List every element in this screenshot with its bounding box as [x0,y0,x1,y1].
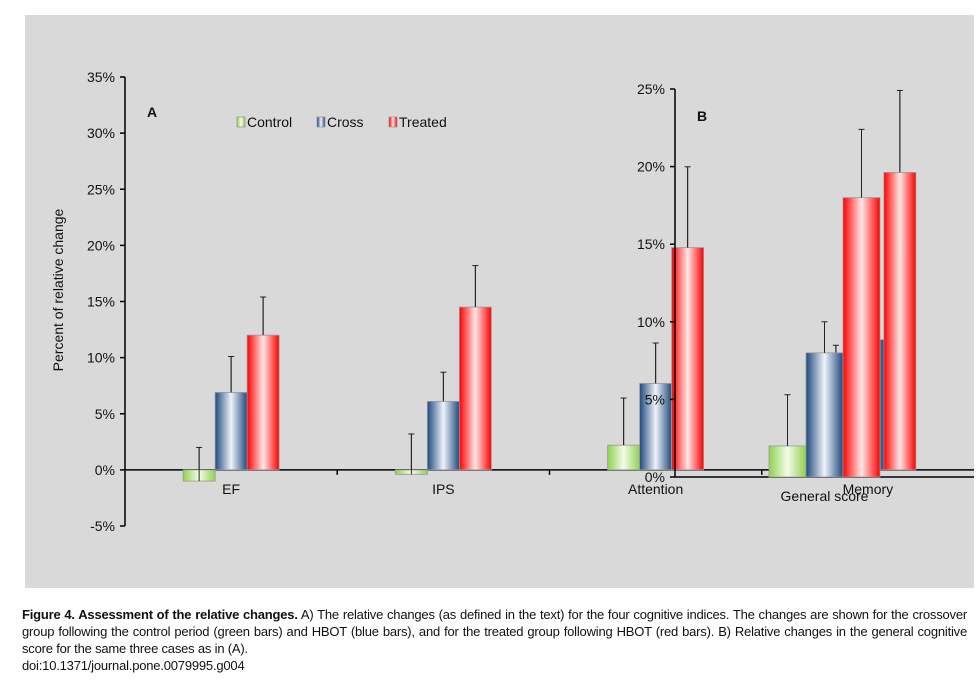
y-tick-label: 0% [645,469,665,485]
y-tick-label: 35% [87,69,115,85]
legend-swatch-treated [388,116,398,128]
figure-panel: -5% 0% 5% 10% 15% 20% 25% 30% 35% EF IPS Attention M… [25,15,974,588]
bar-treated-ef [246,334,280,471]
panel-label: B [697,108,707,124]
y-tick-label: 30% [87,125,115,141]
y-tick-label: 5% [95,406,115,422]
bar-cross-general-score [805,352,844,478]
bar-control-attention [607,444,641,471]
bar-treated-memory [883,172,917,471]
legend-label-control: Control [247,114,292,130]
legend-label-cross: Cross [327,114,364,130]
x-category-label: IPS [432,481,455,497]
bar-cross-attention [639,383,673,471]
y-tick-label: -5% [90,518,115,534]
y-tick-label: 10% [637,314,665,330]
bar-treated-general-score [842,197,881,478]
x-category-label: Attention [628,481,683,497]
y-axis-label: Percent of relative change [50,208,66,371]
x-category-label: EF [222,481,240,497]
panel-label: A [147,104,157,120]
caption-doi: doi:10.1371/journal.pone.0079995.g004 [22,658,245,673]
figure-caption: Figure 4. Assessment of the relative cha… [22,606,967,674]
y-tick-label: 10% [87,350,115,366]
caption-title: Figure 4. Assessment of the relative cha… [22,607,298,622]
bar-cross-ips [426,401,460,471]
bar-treated-attention [671,247,705,471]
caption-text: A) The relative changes (as defined in t… [22,607,968,656]
bar-treated-ips [458,306,492,471]
y-tick-label: 0% [95,462,115,478]
x-category-label: Memory [843,481,894,497]
y-tick-label: 15% [87,294,115,310]
bar-cross-ef [214,392,248,471]
bar-control-general-score [768,445,807,478]
y-tick-label: 25% [87,181,115,197]
chart-svg: -5% 0% 5% 10% 15% 20% 25% 30% 35% EF IPS Attention M… [50,69,974,534]
legend-swatch-cross [316,116,326,128]
y-tick-label: 5% [645,391,665,407]
y-tick-label: 20% [637,159,665,175]
legend-swatch-control [236,116,246,128]
y-tick-label: 20% [87,237,115,253]
y-tick-label: 15% [637,236,665,252]
y-tick-label: 25% [637,81,665,97]
legend-label-treated: Treated [399,114,447,130]
x-category-label: General score [781,488,869,504]
